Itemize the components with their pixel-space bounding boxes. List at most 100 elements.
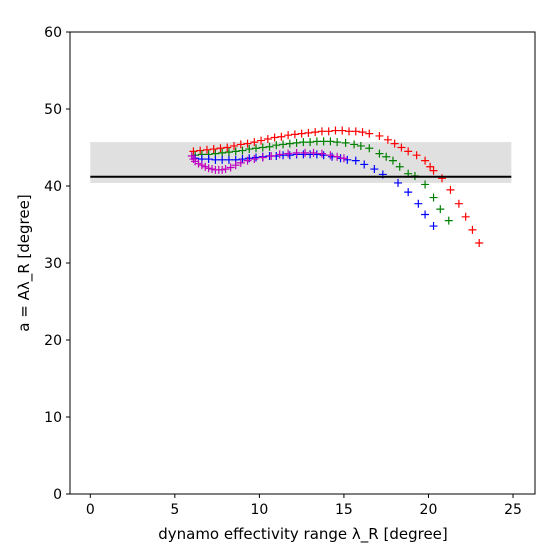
plot-frame	[69, 31, 536, 495]
x-tick-label: 25	[504, 502, 522, 518]
data-point	[279, 140, 288, 149]
y-tick-label: 0	[53, 487, 62, 503]
data-point	[270, 133, 279, 142]
y-tick-label: 60	[44, 25, 62, 41]
data-point	[382, 152, 391, 161]
series-2	[191, 137, 453, 225]
data-point	[436, 205, 445, 214]
data-point	[317, 149, 326, 158]
x-axis-label: dynamo effectivity range λ_R [degree]	[158, 525, 448, 544]
data-point	[236, 140, 245, 149]
data-point	[245, 145, 254, 154]
x-tick-label: 15	[335, 502, 353, 518]
data-point	[299, 150, 308, 159]
axes-frame	[69, 31, 536, 495]
data-point	[277, 132, 286, 141]
data-point	[285, 139, 294, 148]
data-point	[221, 165, 230, 174]
data-point	[275, 150, 284, 159]
data-point	[412, 151, 421, 160]
data-point	[243, 139, 252, 148]
data-point	[230, 141, 239, 150]
data-point	[223, 143, 232, 152]
data-point	[196, 146, 205, 155]
data-point	[444, 216, 453, 225]
series-1	[189, 126, 484, 247]
data-point	[290, 130, 299, 139]
data-point	[421, 210, 430, 219]
data-point	[218, 155, 227, 164]
data-point	[312, 137, 321, 146]
data-point	[263, 135, 272, 144]
data-point	[258, 153, 267, 162]
data-point	[350, 140, 359, 149]
data-point	[312, 150, 321, 159]
data-point	[438, 174, 446, 183]
y-tick-label: 20	[44, 333, 62, 349]
data-point	[360, 160, 369, 169]
data-point	[208, 165, 217, 174]
data-point	[397, 143, 406, 152]
data-point	[351, 156, 360, 165]
data-point	[421, 180, 430, 189]
data-point	[297, 129, 306, 138]
data-point	[231, 161, 240, 170]
x-tick-label: 20	[420, 502, 438, 518]
y-tick-label: 30	[44, 256, 62, 272]
data-point	[252, 144, 260, 153]
data-point	[218, 148, 227, 157]
data-point	[324, 127, 333, 136]
data-point	[454, 199, 463, 208]
data-point	[404, 188, 413, 197]
data-point	[250, 155, 259, 164]
data-point	[284, 131, 293, 140]
data-point	[301, 148, 310, 157]
data-point	[216, 144, 225, 153]
data-point	[306, 150, 315, 159]
data-point	[292, 138, 301, 147]
data-point	[267, 151, 276, 160]
data-point	[426, 162, 435, 171]
x-tick-label: 5	[170, 502, 179, 518]
data-point	[421, 156, 430, 165]
data-point	[429, 193, 438, 202]
y-tick-label: 10	[44, 410, 62, 426]
data-point	[429, 166, 438, 175]
data-point	[461, 212, 470, 221]
data-point	[326, 151, 335, 160]
data-point	[319, 137, 328, 146]
data-point	[204, 155, 213, 164]
data-point	[252, 153, 260, 162]
data-point	[351, 127, 360, 136]
data-point	[390, 139, 399, 148]
data-point	[338, 126, 347, 135]
data-point	[345, 127, 353, 136]
data-point	[326, 137, 335, 146]
data-point	[272, 141, 281, 150]
data-point	[356, 141, 365, 150]
data-point	[197, 161, 206, 170]
y-axis-label: a = Aλ_R [degree]	[15, 194, 34, 331]
data-point	[388, 156, 397, 165]
data-point	[306, 138, 315, 147]
data-point	[243, 156, 252, 165]
data-point	[317, 127, 326, 136]
data-point	[375, 149, 384, 158]
data-point	[311, 128, 320, 137]
data-point	[284, 149, 293, 158]
data-point	[201, 162, 210, 171]
y-tick-label: 50	[44, 102, 62, 118]
data-point	[395, 162, 404, 171]
data-point	[341, 138, 350, 147]
data-point	[343, 155, 352, 164]
data-point	[204, 164, 213, 173]
data-point	[238, 146, 247, 155]
data-point	[226, 163, 235, 172]
data-point	[331, 126, 340, 135]
series-3	[191, 150, 438, 231]
data-points-layer	[90, 126, 512, 247]
data-point	[309, 148, 318, 157]
x-tick-label: 10	[250, 502, 268, 518]
tick-layer: 0 5 10 15 20 25 0 10 20 30 40 50 60	[44, 25, 522, 518]
